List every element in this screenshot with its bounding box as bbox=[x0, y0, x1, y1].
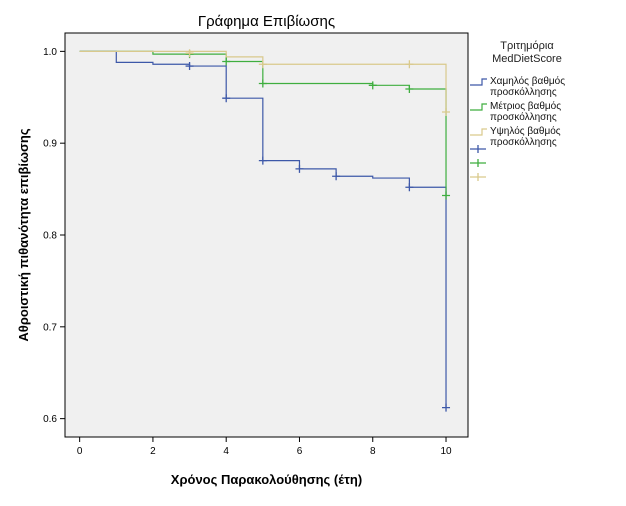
censor-mark-0 bbox=[405, 183, 414, 192]
censor-mark-1 bbox=[258, 79, 267, 88]
legend-censor-key-2 bbox=[470, 173, 486, 181]
censor-mark-1 bbox=[368, 81, 377, 90]
legend-label-line2: προσκόλλησης bbox=[490, 86, 557, 98]
censor-mark-2 bbox=[185, 49, 194, 58]
y-tick-label: 0.7 bbox=[43, 322, 57, 333]
censor-mark-2 bbox=[405, 60, 414, 69]
legend-line-1 bbox=[470, 103, 487, 111]
x-tick-label: 10 bbox=[440, 446, 452, 457]
legend-label-line1: Υψηλός βαθμός bbox=[490, 125, 561, 137]
x-tick-label: 6 bbox=[297, 446, 303, 457]
censor-mark-0 bbox=[185, 62, 194, 71]
censor-mark-1 bbox=[222, 57, 231, 66]
censor-mark-0 bbox=[442, 403, 451, 412]
legend-line-2 bbox=[470, 128, 487, 136]
y-axis-label: Αθροιστική πιθανότητα επιβίωσης bbox=[16, 128, 31, 341]
legend-title-line2: MedDietScore bbox=[492, 53, 562, 65]
series-layer bbox=[79, 49, 451, 412]
legend-line-0 bbox=[470, 78, 487, 86]
legend-label-line1: Χαμηλός βαθμός bbox=[490, 75, 565, 87]
legend-label-line1: Μέτριος βαθμός bbox=[490, 100, 561, 112]
legend-censor-key-1 bbox=[470, 159, 486, 167]
legend-title-line1: Τριτημόρια bbox=[500, 40, 554, 52]
x-tick-label: 8 bbox=[370, 446, 376, 457]
plot-area bbox=[64, 32, 469, 438]
y-tick-label: 1.0 bbox=[43, 47, 57, 58]
x-axis-label: Χρόνος Παρακολούθησης (έτη) bbox=[171, 472, 362, 487]
y-axis-ticks: 0.6 0.7 0.8 0.9 1.0 bbox=[43, 47, 65, 425]
censor-mark-1 bbox=[405, 85, 414, 94]
chart-title: Γράφημα Επιβίωσης bbox=[198, 13, 335, 30]
censor-mark-2 bbox=[258, 60, 267, 69]
censor-mark-0 bbox=[295, 164, 304, 173]
legend: Τριτημόρια MedDietScore Χαμηλός βαθμόςπρ… bbox=[470, 40, 565, 181]
x-tick-label: 4 bbox=[223, 446, 229, 457]
y-tick-label: 0.6 bbox=[43, 414, 57, 425]
x-axis-ticks: 0 2 4 6 8 10 bbox=[77, 437, 452, 457]
censor-mark-0 bbox=[222, 94, 231, 103]
legend-label-line2: προσκόλλησης bbox=[490, 111, 557, 123]
censor-mark-1 bbox=[442, 191, 451, 200]
x-tick-label: 2 bbox=[150, 446, 156, 457]
y-tick-label: 0.8 bbox=[43, 231, 57, 242]
legend-label-line2: προσκόλλησης bbox=[490, 136, 557, 148]
censor-mark-0 bbox=[332, 172, 341, 181]
y-tick-label: 0.9 bbox=[43, 139, 57, 150]
x-tick-label: 0 bbox=[77, 446, 83, 457]
legend-censor-key-0 bbox=[470, 145, 486, 153]
censor-mark-0 bbox=[258, 156, 267, 165]
censor-mark-2 bbox=[442, 107, 451, 116]
survival-curve-2 bbox=[79, 50, 447, 112]
